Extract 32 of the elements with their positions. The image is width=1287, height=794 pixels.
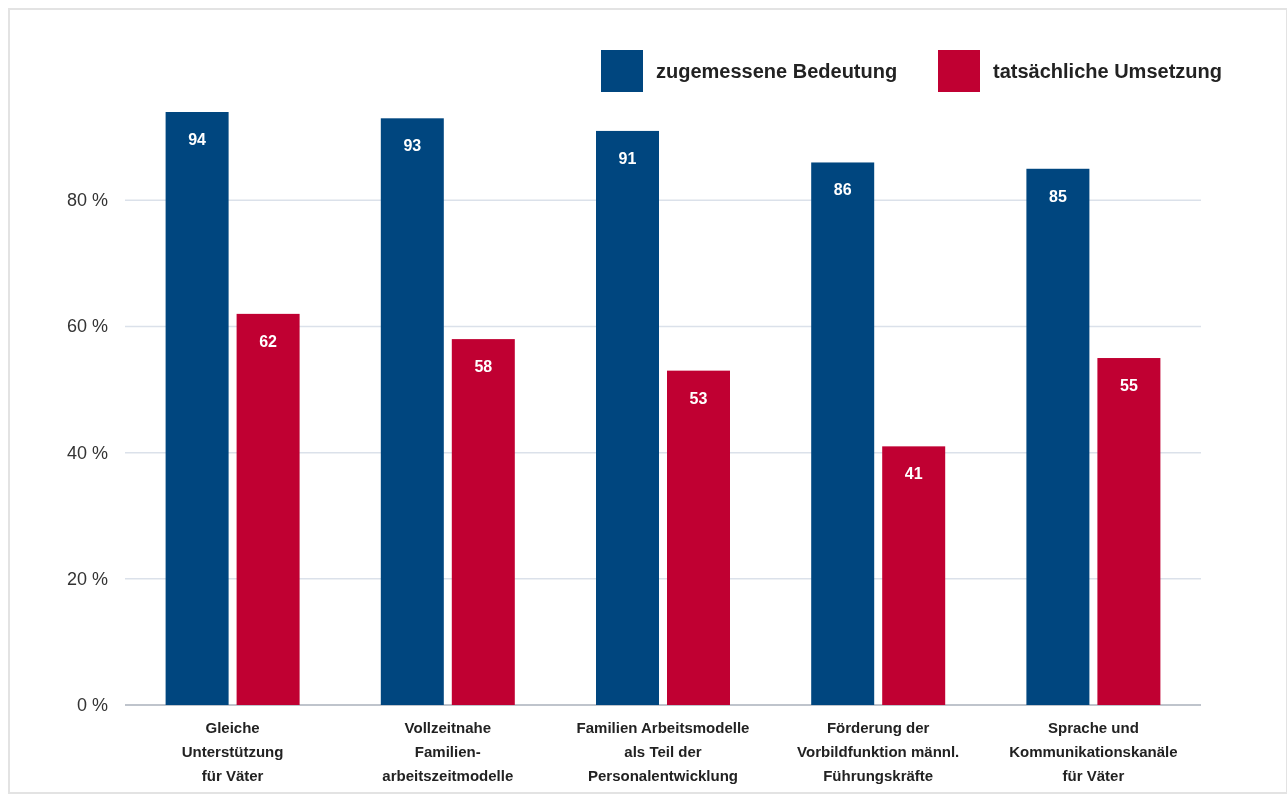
- bar: [667, 370, 730, 705]
- y-tick-label: 80 %: [66, 190, 108, 211]
- y-tick-label: 20 %: [66, 568, 108, 589]
- y-tick-label: 60 %: [66, 316, 108, 337]
- data-label: 94: [188, 131, 207, 148]
- data-label: 93: [403, 137, 422, 155]
- bar: [882, 446, 946, 705]
- bar: [236, 313, 300, 705]
- bar: [380, 118, 444, 705]
- legend-label: zugemessene Bedeutung: [656, 60, 898, 82]
- x-tick-label: Sprache und Kommunikationskanäle für Väter: [1009, 719, 1178, 784]
- data-label: 41: [904, 465, 923, 483]
- x-tick-label: Vollzeitnahe Familien- arbeitszeitmodelle: [382, 719, 514, 784]
- y-tick-label: 0 %: [76, 695, 108, 715]
- bar: [1026, 168, 1090, 705]
- data-label: 55: [1120, 377, 1138, 395]
- x-tick-label: Gleiche Unterstützung für Väter: [181, 719, 284, 784]
- bar: [596, 130, 659, 705]
- bar: [165, 112, 229, 705]
- bar: [811, 162, 875, 705]
- data-label: 53: [689, 389, 708, 407]
- data-label: 62: [259, 332, 278, 350]
- data-label: 91: [618, 149, 637, 167]
- bar: [451, 339, 515, 705]
- x-tick-label: Familien Arbeitsmodelle als Teil der Personalentwicklung: [576, 719, 750, 784]
- data-label: 58: [474, 358, 493, 376]
- y-tick-label: 40 %: [66, 442, 108, 463]
- data-label: 86: [833, 181, 852, 199]
- data-label: 85: [1049, 187, 1067, 205]
- bar: [1097, 358, 1161, 705]
- x-tick-label: Förderung der Vorbildfunktion männl. Führungskräfte: [797, 719, 960, 784]
- legend-label: tatsächliche Umsetzung: [993, 60, 1222, 82]
